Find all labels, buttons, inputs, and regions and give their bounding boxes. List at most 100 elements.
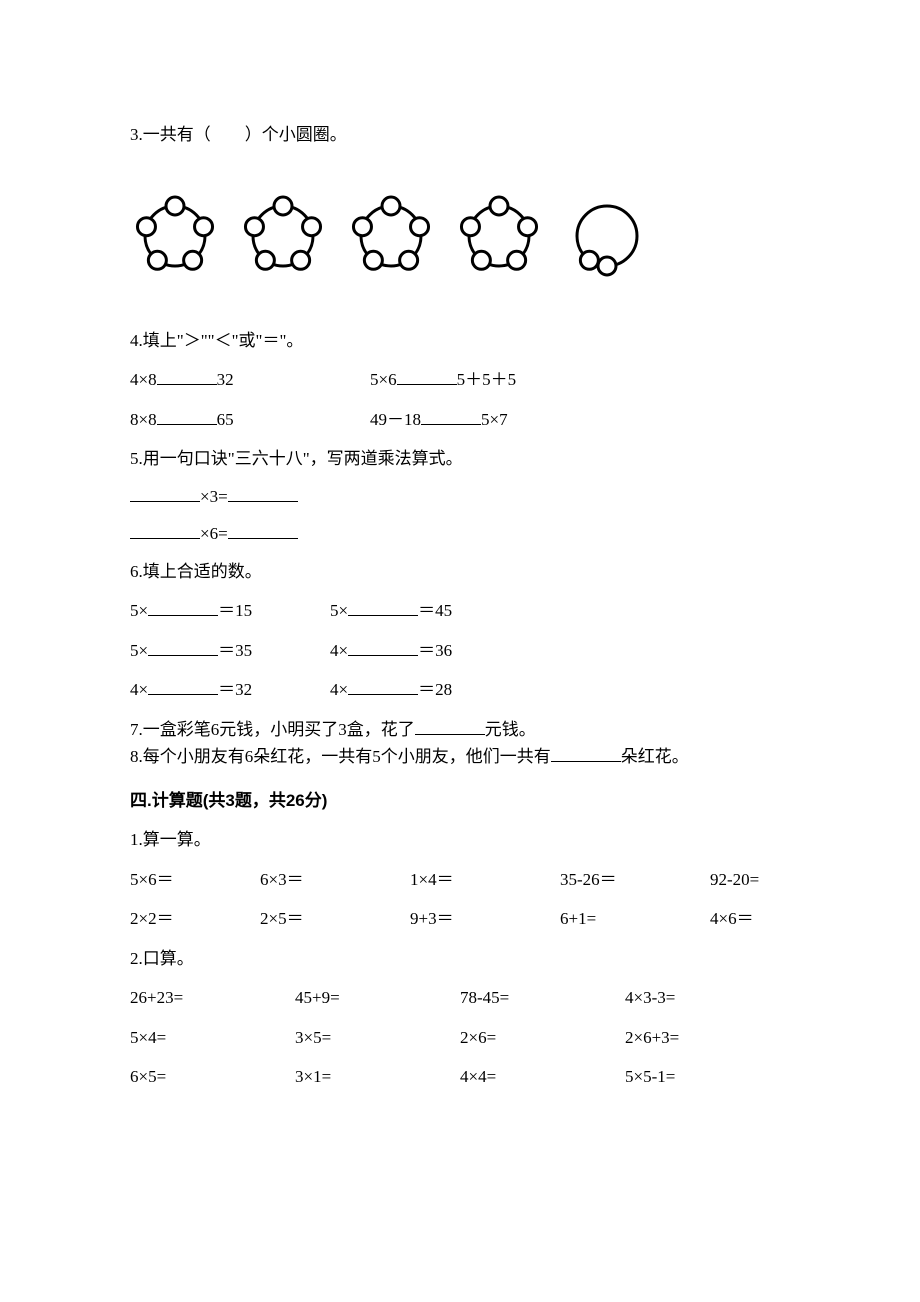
calc-cell: 2×6+3= bbox=[625, 1025, 790, 1051]
q6-cell: 5× ＝15 bbox=[130, 598, 330, 624]
q4-r1a-pre: 4×8 bbox=[130, 370, 157, 389]
q6-pre: 4× bbox=[130, 680, 148, 699]
calc-cell: 26+23= bbox=[130, 985, 295, 1011]
q6-suf: ＝45 bbox=[418, 601, 452, 620]
calc1-title: 1.算一算。 bbox=[130, 827, 790, 853]
calc-row: 6×5=3×1=4×4=5×5-1= bbox=[130, 1064, 790, 1090]
q6-row: 5× ＝35 4× ＝36 bbox=[130, 638, 790, 664]
q4-r2b-suf: 5×7 bbox=[481, 410, 508, 429]
calc-row: 5×4=3×5=2×6=2×6+3= bbox=[130, 1025, 790, 1051]
q6-pre: 5× bbox=[330, 601, 348, 620]
q8-line: 8.每个小朋友有6朵红花，一共有5个小朋友，他们一共有朵红花。 bbox=[130, 744, 790, 770]
calc-cell: 2×2＝ bbox=[130, 906, 260, 932]
q6-cell: 5× ＝45 bbox=[330, 598, 452, 624]
q5-r1-mid: ×3= bbox=[200, 487, 228, 506]
q6-pre: 4× bbox=[330, 641, 348, 660]
calc-cell: 5×4= bbox=[130, 1025, 295, 1051]
blank bbox=[551, 745, 621, 762]
q6-cell: 4× ＝28 bbox=[330, 677, 452, 703]
calc2-rows-container: 26+23=45+9=78-45=4×3-3= 5×4=3×5=2×6=2×6+3… bbox=[130, 985, 790, 1090]
q4-row1: 4×8 32 5×6 5＋5＋5 bbox=[130, 367, 790, 393]
q6-suf: ＝32 bbox=[218, 680, 252, 699]
q3-text: 3.一共有（ ）个小圆圈。 bbox=[130, 122, 790, 148]
blank bbox=[228, 485, 298, 502]
calc-cell: 3×1= bbox=[295, 1064, 460, 1090]
q6-row: 4× ＝32 4× ＝28 bbox=[130, 677, 790, 703]
calc-cell: 92-20= bbox=[710, 867, 830, 893]
blank bbox=[148, 639, 218, 656]
q6-suf: ＝28 bbox=[418, 680, 452, 699]
blank bbox=[157, 368, 217, 385]
calc-cell: 6×3＝ bbox=[260, 867, 410, 893]
q4-r1b-suf: 5＋5＋5 bbox=[457, 370, 517, 389]
calc-cell: 45+9= bbox=[295, 985, 460, 1011]
flower-icon bbox=[346, 188, 436, 278]
calc-cell: 6×5= bbox=[130, 1064, 295, 1090]
q8-suf: 朵红花。 bbox=[621, 747, 689, 766]
calc-cell: 78-45= bbox=[460, 985, 625, 1011]
section4-title: 四.计算题(共3题，共26分) bbox=[130, 788, 790, 814]
blank bbox=[130, 522, 200, 539]
q5-row1: ×3= bbox=[130, 484, 790, 510]
q6-suf: ＝36 bbox=[418, 641, 452, 660]
q4-r2a-suf: 65 bbox=[217, 410, 234, 429]
q6-cell: 4× ＝32 bbox=[130, 677, 330, 703]
q6-pre: 4× bbox=[330, 680, 348, 699]
q6-suf: ＝15 bbox=[218, 601, 252, 620]
calc-cell: 2×6= bbox=[460, 1025, 625, 1051]
q5-r2-mid: ×6= bbox=[200, 524, 228, 543]
calc-cell: 6+1= bbox=[560, 906, 710, 932]
calc-row: 5×6＝6×3＝1×4＝35-26＝92-20= bbox=[130, 867, 790, 893]
flower-icon bbox=[238, 188, 328, 278]
q4-r1a-suf: 32 bbox=[217, 370, 234, 389]
q4-r2b: 49－18 5×7 bbox=[370, 407, 508, 433]
calc-cell: 4×6＝ bbox=[710, 906, 830, 932]
q4-title: 4.填上"＞""＜"或"＝"。 bbox=[130, 328, 790, 354]
q4-r2a-pre: 8×8 bbox=[130, 410, 157, 429]
q4-r2a: 8×8 65 bbox=[130, 407, 370, 433]
calc1-rows-container: 5×6＝6×3＝1×4＝35-26＝92-20= 2×2＝2×5＝9+3＝6+1=… bbox=[130, 867, 790, 932]
calc-cell: 2×5＝ bbox=[260, 906, 410, 932]
blank bbox=[228, 522, 298, 539]
q4-r2b-pre: 49－18 bbox=[370, 410, 421, 429]
q6-pre: 5× bbox=[130, 641, 148, 660]
q6-rows-container: 5× ＝15 5× ＝45 5× ＝35 4× ＝36 4× ＝32 4× ＝28 bbox=[130, 598, 790, 703]
calc-row: 2×2＝2×5＝9+3＝6+1=4×6＝ bbox=[130, 906, 790, 932]
blank bbox=[157, 408, 217, 425]
blank bbox=[148, 599, 218, 616]
blank bbox=[421, 408, 481, 425]
blank bbox=[130, 485, 200, 502]
q4-r1b-pre: 5×6 bbox=[370, 370, 397, 389]
calc-cell: 3×5= bbox=[295, 1025, 460, 1051]
q6-suf: ＝35 bbox=[218, 641, 252, 660]
flower-icon bbox=[454, 188, 544, 278]
calc-cell: 5×6＝ bbox=[130, 867, 260, 893]
blank bbox=[348, 678, 418, 695]
blank bbox=[348, 599, 418, 616]
calc-cell: 4×3-3= bbox=[625, 985, 790, 1011]
q6-cell: 5× ＝35 bbox=[130, 638, 330, 664]
calc-cell: 9+3＝ bbox=[410, 906, 560, 932]
blank bbox=[348, 639, 418, 656]
q6-row: 5× ＝15 5× ＝45 bbox=[130, 598, 790, 624]
q6-cell: 4× ＝36 bbox=[330, 638, 452, 664]
flower-icon bbox=[562, 188, 652, 278]
q4-r1b: 5×6 5＋5＋5 bbox=[370, 367, 516, 393]
q4-row2: 8×8 65 49－18 5×7 bbox=[130, 407, 790, 433]
q4-r1a: 4×8 32 bbox=[130, 367, 370, 393]
q6-title: 6.填上合适的数。 bbox=[130, 559, 790, 585]
q5-row2: ×6= bbox=[130, 521, 790, 547]
q6-pre: 5× bbox=[130, 601, 148, 620]
worksheet-page: 3.一共有（ ）个小圆圈。 4.填上"＞""＜"或"＝"。 4×832 5×65… bbox=[0, 0, 920, 1164]
calc-cell: 4×4= bbox=[460, 1064, 625, 1090]
calc-cell: 5×5-1= bbox=[625, 1064, 790, 1090]
flower-row-container bbox=[130, 188, 790, 278]
blank bbox=[397, 368, 457, 385]
calc2-title: 2.口算。 bbox=[130, 946, 790, 972]
q7-suf: 元钱。 bbox=[485, 720, 536, 739]
blank bbox=[148, 678, 218, 695]
calc-cell: 35-26＝ bbox=[560, 867, 710, 893]
calc-row: 26+23=45+9=78-45=4×3-3= bbox=[130, 985, 790, 1011]
q5-title: 5.用一句口诀"三六十八"，写两道乘法算式。 bbox=[130, 446, 790, 472]
calc-cell: 1×4＝ bbox=[410, 867, 560, 893]
